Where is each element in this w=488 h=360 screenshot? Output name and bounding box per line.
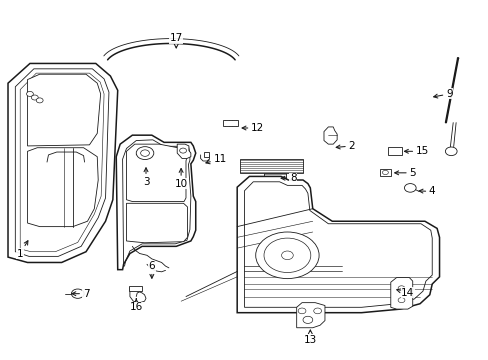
Text: 9: 9 — [433, 89, 452, 99]
Bar — [387, 147, 401, 155]
Circle shape — [255, 232, 319, 279]
Circle shape — [31, 95, 38, 100]
Text: 11: 11 — [205, 154, 226, 164]
Text: 1: 1 — [17, 241, 28, 258]
Polygon shape — [27, 148, 98, 226]
Circle shape — [281, 251, 293, 260]
Bar — [222, 120, 238, 126]
Polygon shape — [237, 176, 439, 313]
Polygon shape — [126, 144, 187, 202]
Text: 2: 2 — [336, 141, 354, 151]
Polygon shape — [116, 135, 195, 270]
Circle shape — [179, 148, 186, 153]
Text: 12: 12 — [242, 123, 264, 133]
Text: 14: 14 — [396, 288, 414, 298]
Polygon shape — [390, 278, 412, 309]
Circle shape — [136, 147, 154, 159]
Text: 8: 8 — [281, 173, 296, 183]
Bar — [203, 152, 209, 157]
Text: 10: 10 — [174, 168, 187, 189]
Text: 13: 13 — [303, 330, 316, 345]
Bar — [264, 173, 285, 184]
Polygon shape — [27, 74, 101, 146]
Polygon shape — [8, 63, 118, 262]
Circle shape — [404, 184, 415, 192]
Circle shape — [397, 298, 404, 303]
Circle shape — [313, 308, 321, 314]
Polygon shape — [296, 303, 325, 328]
Circle shape — [26, 91, 33, 96]
Circle shape — [397, 286, 404, 291]
Text: 15: 15 — [404, 146, 428, 156]
Polygon shape — [324, 127, 336, 144]
Text: 7: 7 — [72, 289, 89, 299]
Text: 17: 17 — [169, 33, 183, 48]
Polygon shape — [126, 203, 187, 243]
Bar — [379, 168, 390, 176]
Text: 3: 3 — [142, 168, 149, 187]
Circle shape — [445, 147, 456, 156]
Text: 5: 5 — [394, 168, 415, 178]
Circle shape — [36, 98, 43, 103]
Circle shape — [71, 289, 84, 298]
Circle shape — [303, 316, 312, 323]
Text: 4: 4 — [418, 186, 435, 197]
Bar — [129, 286, 142, 291]
Text: 6: 6 — [148, 261, 155, 278]
Bar — [239, 159, 303, 173]
Circle shape — [141, 150, 149, 156]
Polygon shape — [177, 144, 190, 158]
Circle shape — [382, 170, 387, 175]
Text: 16: 16 — [129, 299, 142, 312]
Circle shape — [264, 238, 310, 273]
Circle shape — [298, 308, 305, 314]
